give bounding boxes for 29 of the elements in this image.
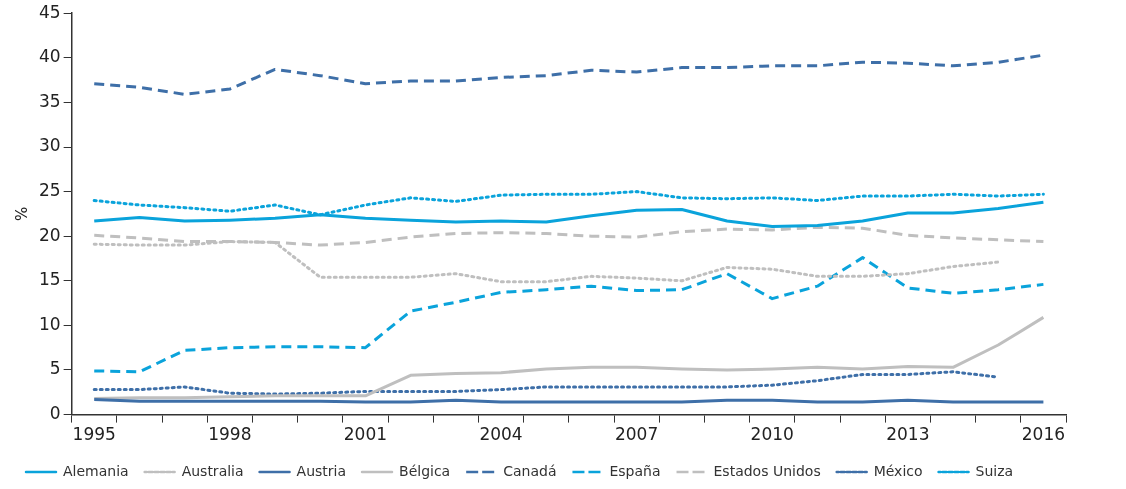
x-tick-label: 1995 [72,424,116,445]
legend-label: Estados Unidos [713,462,821,479]
y-tick-label: 20 [38,224,61,245]
x-tick-label: 2013 [886,424,930,445]
legend-label: México [873,462,923,479]
y-tick-label: 45 [38,1,61,22]
y-tick-label: 30 [38,135,61,156]
x-tick-label: 2001 [343,424,388,445]
y-tick-label: 0 [49,403,61,424]
y-tick-label: 25 [38,180,61,201]
legend-label: Bélgica [399,462,451,479]
x-tick-label: 2007 [614,424,659,445]
legend-label: Canadá [503,462,557,479]
x-tick-label: 2016 [1021,424,1066,445]
line-series [92,256,1045,374]
x-tick-label: 2010 [750,424,794,445]
y-tick-label: 15 [38,269,61,290]
legend-label: España [609,462,661,479]
y-axis-title: % [12,206,31,222]
y-tick-label: 40 [38,46,61,67]
legend-label: Australia [181,462,244,479]
legend-label: Suiza [975,462,1014,479]
y-tick-label: 35 [38,90,61,111]
legend-label: Alemania [63,462,129,479]
y-tick-label: 10 [38,313,61,334]
x-tick-label: 2004 [479,424,523,445]
y-tick-label: 5 [49,358,61,379]
legend-label: Austria [296,462,347,479]
x-tick-label: 1998 [208,424,252,445]
